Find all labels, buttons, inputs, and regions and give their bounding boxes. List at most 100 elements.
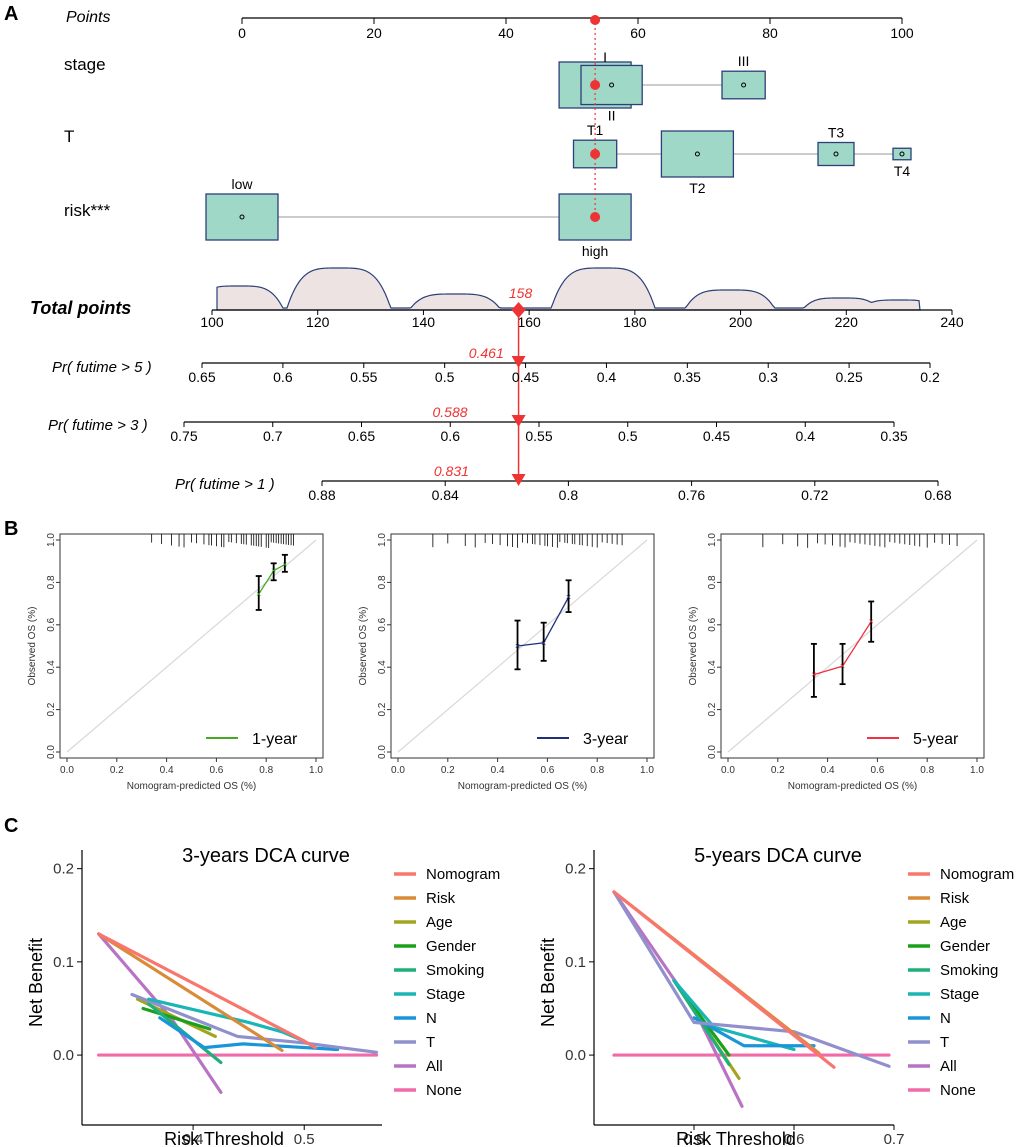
dca-legend-label: All bbox=[426, 1058, 443, 1075]
total-tick-label: 140 bbox=[412, 314, 436, 330]
calibration-y-tick-label: 0.2 bbox=[377, 702, 388, 716]
dca-legend-label: T bbox=[940, 1034, 949, 1051]
dca-x-tick-label: 0.6 bbox=[784, 1131, 805, 1147]
points-tick-label: 60 bbox=[630, 25, 646, 41]
dca-legend-label: Smoking bbox=[426, 962, 484, 979]
dca-title: 5-years DCA curve bbox=[694, 845, 862, 867]
calibration-y-label: Observed OS (%) bbox=[27, 607, 38, 686]
probability-value-arrow bbox=[511, 415, 526, 427]
calibration-x-tick-label: 0.2 bbox=[110, 765, 124, 776]
probability-value-label: 0.588 bbox=[433, 404, 468, 420]
calibration-point: × bbox=[282, 559, 287, 569]
dca-series-stage bbox=[672, 978, 796, 1052]
total-value-diamond bbox=[511, 302, 526, 318]
level-label: low bbox=[231, 176, 253, 192]
calibration-y-tick-label: 0.6 bbox=[377, 617, 388, 631]
dca-legend-label: Age bbox=[426, 914, 453, 931]
total-tick-label: 120 bbox=[306, 314, 330, 330]
calibration-y-tick-label: 0.4 bbox=[707, 660, 718, 674]
level-box bbox=[205, 193, 279, 241]
calibration-point: × bbox=[515, 641, 520, 651]
calibration-y-tick-label: 0.2 bbox=[707, 702, 718, 716]
calibration-y-tick-label: 0.8 bbox=[46, 575, 57, 589]
probability-tick-label: 0.2 bbox=[920, 369, 940, 385]
probability-tick-label: 0.68 bbox=[924, 487, 951, 503]
probability-tick-label: 0.88 bbox=[308, 487, 335, 503]
dca-series-t bbox=[130, 992, 379, 1054]
calibration-y-tick-label: 1.0 bbox=[46, 533, 57, 547]
probability-tick-label: 0.5 bbox=[618, 428, 638, 444]
dca-legend-label: Nomogram bbox=[940, 866, 1014, 883]
dca-title: 3-years DCA curve bbox=[182, 845, 350, 867]
dca-x-tick-label: 0.5 bbox=[684, 1131, 705, 1147]
calibration-x-label: Nomogram-predicted OS (%) bbox=[788, 781, 917, 792]
calibration-y-tick-label: 0.4 bbox=[46, 660, 57, 674]
probability-axis-label: Pr( futime > 3 ) bbox=[48, 417, 148, 434]
level-label: high bbox=[582, 243, 608, 259]
calibration-y-tick-label: 1.0 bbox=[707, 533, 718, 547]
probability-tick-label: 0.6 bbox=[273, 369, 293, 385]
level-box bbox=[580, 64, 643, 106]
probability-tick-label: 0.72 bbox=[801, 487, 828, 503]
dca-legend-label: Smoking bbox=[940, 962, 998, 979]
probability-tick-label: 0.6 bbox=[441, 428, 461, 444]
level-dot bbox=[899, 151, 905, 157]
dca-legend-label: Stage bbox=[940, 986, 979, 1003]
dca-x-label: Risk Threshold bbox=[676, 1129, 796, 1147]
calibration-x-tick-label: 0.4 bbox=[821, 765, 835, 776]
dca-series-nomogram bbox=[97, 932, 317, 1050]
probability-value-arrow bbox=[511, 356, 526, 368]
probability-tick-label: 0.84 bbox=[432, 487, 459, 503]
dca-plots: 0.0 0.1 0.2 0.4 0.5 Net Benefit Risk Threshold… bbox=[26, 845, 1014, 1147]
level-label: T1 bbox=[587, 122, 604, 138]
dca-legend-label: Gender bbox=[426, 938, 476, 955]
points-tick-label: 0 bbox=[238, 25, 246, 41]
calibration-x-tick-label: 0.0 bbox=[721, 765, 735, 776]
total-points-label: Total points bbox=[30, 298, 131, 318]
calibration-x-tick-label: 1.0 bbox=[640, 765, 654, 776]
probability-tick-label: 0.7 bbox=[263, 428, 283, 444]
probability-tick-label: 0.35 bbox=[674, 369, 701, 385]
calibration-legend-label: 1-year bbox=[252, 731, 298, 748]
calibration-point: × bbox=[541, 638, 546, 648]
marker-dot bbox=[590, 80, 601, 90]
level-box bbox=[721, 70, 766, 100]
dca-legend-label: Nomogram bbox=[426, 866, 500, 883]
calibration-point: × bbox=[869, 617, 874, 627]
calibration-x-tick-label: 0.6 bbox=[870, 765, 884, 776]
calibration-x-tick-label: 0.8 bbox=[920, 765, 934, 776]
dca-series-n bbox=[158, 1016, 340, 1052]
probability-tick-label: 0.25 bbox=[835, 369, 862, 385]
level-label: I bbox=[603, 49, 607, 65]
total-tick-label: 220 bbox=[835, 314, 859, 330]
level-box bbox=[817, 141, 855, 167]
dca-series-risk bbox=[97, 932, 284, 1053]
calibration-x-tick-label: 1.0 bbox=[970, 765, 984, 776]
calibration-y-tick-label: 0.0 bbox=[377, 745, 388, 759]
calibration-y-tick-label: 0.0 bbox=[46, 745, 57, 759]
probability-axis-label: Pr( futime > 5 ) bbox=[52, 359, 152, 376]
dca-legend-label: All bbox=[940, 1058, 957, 1075]
calibration-y-tick-label: 0.6 bbox=[707, 617, 718, 631]
dca-y-tick-label: 0.2 bbox=[53, 861, 74, 878]
points-tick-label: 20 bbox=[366, 25, 382, 41]
dca-series-gender bbox=[141, 1006, 212, 1031]
dca-series-nomogram bbox=[612, 890, 836, 1069]
calibration-y-tick-label: 0.8 bbox=[377, 575, 388, 589]
probability-tick-label: 0.45 bbox=[512, 369, 539, 385]
points-tick-label: 40 bbox=[498, 25, 514, 41]
calibration-point: × bbox=[566, 592, 571, 602]
calibration-x-tick-label: 0.2 bbox=[441, 765, 455, 776]
probability-value-label: 0.461 bbox=[469, 345, 504, 361]
calibration-y-tick-label: 0.8 bbox=[707, 575, 718, 589]
calibration-x-tick-label: 0.0 bbox=[60, 765, 74, 776]
calibration-y-tick-label: 0.2 bbox=[46, 702, 57, 716]
dca-y-tick-label: 0.0 bbox=[565, 1047, 586, 1064]
dca-legend-label: T bbox=[426, 1034, 435, 1051]
dca-y-tick-label: 0.1 bbox=[53, 954, 74, 971]
marker-dot bbox=[590, 15, 601, 25]
dca-legend-label: Stage bbox=[426, 986, 465, 1003]
calibration-x-label: Nomogram-predicted OS (%) bbox=[458, 781, 587, 792]
dca-y-label: Net Benefit bbox=[26, 938, 46, 1027]
